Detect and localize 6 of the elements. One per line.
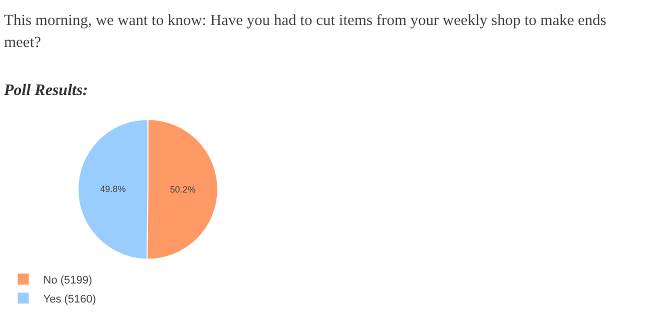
legend-label: No (5199) (43, 274, 92, 286)
data-label: 49.8% (100, 184, 126, 194)
chart-subtitle: Poll Results: (4, 82, 88, 100)
text: This morning, we want to know: Have you had to cut items from your weekly shop to make ends meet? (4, 11, 608, 53)
data-label: 50.2% (170, 184, 196, 195)
legend-label: Yes (5160) (43, 293, 96, 306)
